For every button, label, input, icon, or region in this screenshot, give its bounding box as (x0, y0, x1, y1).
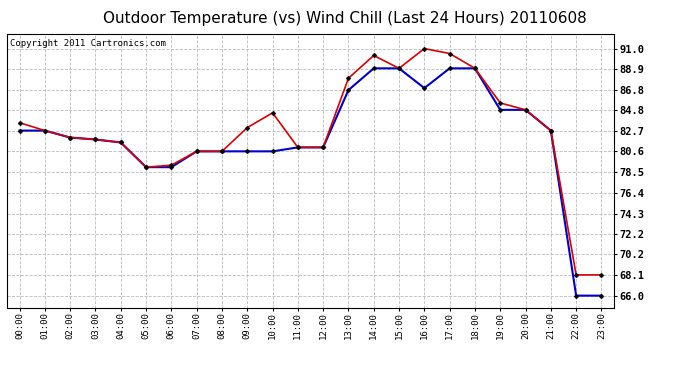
Text: Outdoor Temperature (vs) Wind Chill (Last 24 Hours) 20110608: Outdoor Temperature (vs) Wind Chill (Las… (103, 11, 587, 26)
Text: Copyright 2011 Cartronics.com: Copyright 2011 Cartronics.com (10, 39, 166, 48)
